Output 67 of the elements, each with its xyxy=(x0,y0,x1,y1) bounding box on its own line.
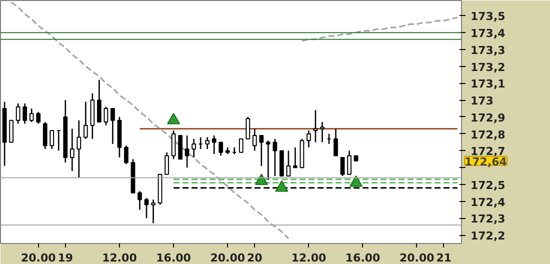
candlestick xyxy=(97,79,102,123)
candlestick xyxy=(110,108,115,145)
point xyxy=(167,112,180,124)
candlestick xyxy=(252,128,257,152)
candlestick xyxy=(124,144,128,165)
candlestick xyxy=(272,138,278,177)
x-tick-label: 12.00 xyxy=(102,252,138,264)
y-tick-label: 172,3 xyxy=(470,212,506,226)
y-tick-label: 172,5 xyxy=(470,178,506,192)
y-tick-label: 173,4 xyxy=(470,27,506,40)
y-tick-label: 172,2 xyxy=(470,230,506,243)
candlestick xyxy=(238,138,244,153)
y-tick-label: 173,1 xyxy=(470,78,506,91)
y-tick-label: 173,2 xyxy=(470,60,506,74)
text: 172,64 xyxy=(464,155,508,168)
candlestick xyxy=(212,134,216,155)
candlestick xyxy=(36,111,41,124)
candlestick xyxy=(76,120,82,178)
candlestick xyxy=(29,108,34,123)
candlestick xyxy=(70,128,74,172)
candlestick xyxy=(50,130,54,150)
candlestick xyxy=(259,134,264,167)
y-tick-label: 173,3 xyxy=(470,44,506,57)
candlestick xyxy=(340,156,345,177)
line-series xyxy=(301,16,458,42)
candlestick xyxy=(164,152,169,175)
x-tick-label: 16.00 xyxy=(156,252,192,264)
y-tick-label: 172,4 xyxy=(470,196,506,209)
candlestick xyxy=(16,102,20,124)
x-tick-label: 19 xyxy=(58,252,74,264)
y-tick-label: 173 xyxy=(470,94,494,108)
point xyxy=(275,180,288,192)
candlestick xyxy=(144,197,149,219)
x-tick-label: 20 xyxy=(247,252,263,264)
x-tick-label: 16.00 xyxy=(345,252,381,264)
candlestick xyxy=(184,134,190,168)
candlestick xyxy=(320,121,324,143)
candlestick xyxy=(138,190,142,210)
y-tick-label: 172,9 xyxy=(470,111,506,124)
point xyxy=(350,175,363,187)
candlestick xyxy=(246,116,250,140)
candlestick xyxy=(334,128,338,156)
y-tick-label: 173,5 xyxy=(470,10,506,24)
candlestick xyxy=(218,142,224,156)
x-tick-label: 21 xyxy=(436,252,452,264)
candlestick xyxy=(306,130,311,148)
x-tick-label: 20.00 xyxy=(20,252,56,264)
candlestick xyxy=(42,121,48,150)
candlestick xyxy=(9,120,14,143)
candlestick xyxy=(22,102,28,124)
candlestick xyxy=(104,106,108,126)
x-tick-label: 20.00 xyxy=(399,252,435,264)
candlestick xyxy=(286,150,291,177)
candlestick xyxy=(151,198,156,224)
candlestick xyxy=(266,140,270,180)
x-tick-label: 12.00 xyxy=(291,252,326,264)
candlestick xyxy=(347,150,352,175)
candlestick xyxy=(178,135,182,160)
candlestick xyxy=(313,110,318,143)
candlestick xyxy=(83,101,88,140)
candlestick xyxy=(171,130,176,160)
candlestick xyxy=(205,136,210,150)
y-tick-label: 172,8 xyxy=(470,128,506,142)
point xyxy=(254,174,268,186)
candlestick xyxy=(192,138,196,158)
x-tick-label: 20.00 xyxy=(210,252,246,264)
candlestick xyxy=(293,146,298,168)
